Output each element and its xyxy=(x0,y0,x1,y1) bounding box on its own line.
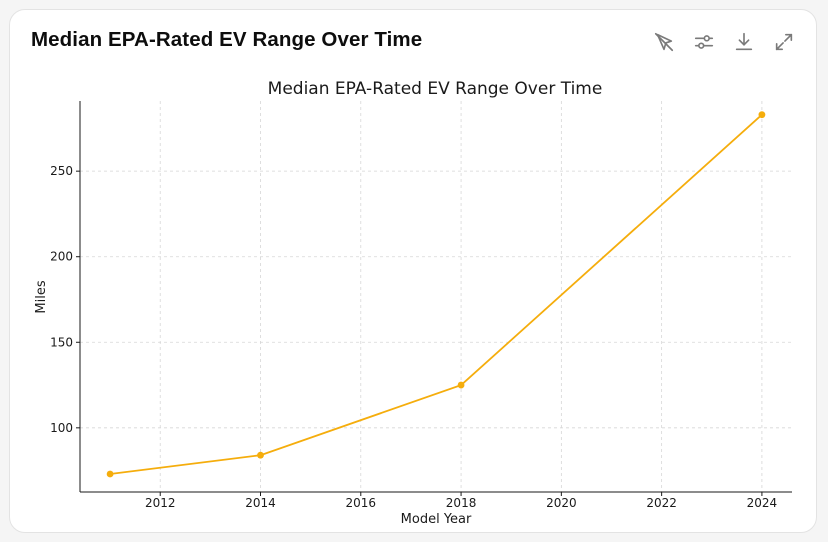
download-button[interactable] xyxy=(730,28,758,56)
chart-toolbar xyxy=(650,28,798,56)
axes xyxy=(79,101,792,493)
toggle-interactive-button[interactable] xyxy=(650,28,678,56)
interactive-off-icon xyxy=(654,32,674,52)
data-point xyxy=(257,451,264,459)
series-line xyxy=(109,114,763,475)
chart-title: Median EPA-Rated EV Range Over Time xyxy=(268,79,603,99)
x-tick-label: 2014 xyxy=(245,496,276,510)
x-axis-label: Model Year xyxy=(401,512,472,527)
y-axis-label: Miles xyxy=(34,280,49,313)
sliders-icon xyxy=(694,35,714,49)
y-tick-label: 100 xyxy=(50,421,73,435)
y-tick-label: 150 xyxy=(50,335,73,349)
x-tick-label: 2024 xyxy=(747,496,778,510)
data-point xyxy=(106,470,114,478)
expand-button[interactable] xyxy=(770,28,798,56)
expand-icon xyxy=(775,33,793,51)
y-tick-label: 250 xyxy=(50,164,73,178)
x-tick-label: 2022 xyxy=(646,496,677,510)
data-point xyxy=(758,111,766,119)
chart-settings-button[interactable] xyxy=(690,28,718,56)
chart-card: Median EPA-Rated EV Range Over Time xyxy=(9,9,817,533)
tick-labels: 2012 2014 2016 2018 2020 2022 2024 100 150 200 250 xyxy=(50,164,777,510)
x-tick-label: 2012 xyxy=(145,496,176,510)
x-tick-label: 2020 xyxy=(546,496,577,510)
data-points xyxy=(106,111,766,478)
y-tick-label: 200 xyxy=(50,250,73,264)
grid-lines xyxy=(80,101,792,492)
download-icon xyxy=(735,32,753,51)
x-tick-label: 2018 xyxy=(446,496,477,510)
card-title: Median EPA-Rated EV Range Over Time xyxy=(31,28,423,51)
x-tick-label: 2016 xyxy=(346,496,377,510)
data-point xyxy=(457,381,465,389)
